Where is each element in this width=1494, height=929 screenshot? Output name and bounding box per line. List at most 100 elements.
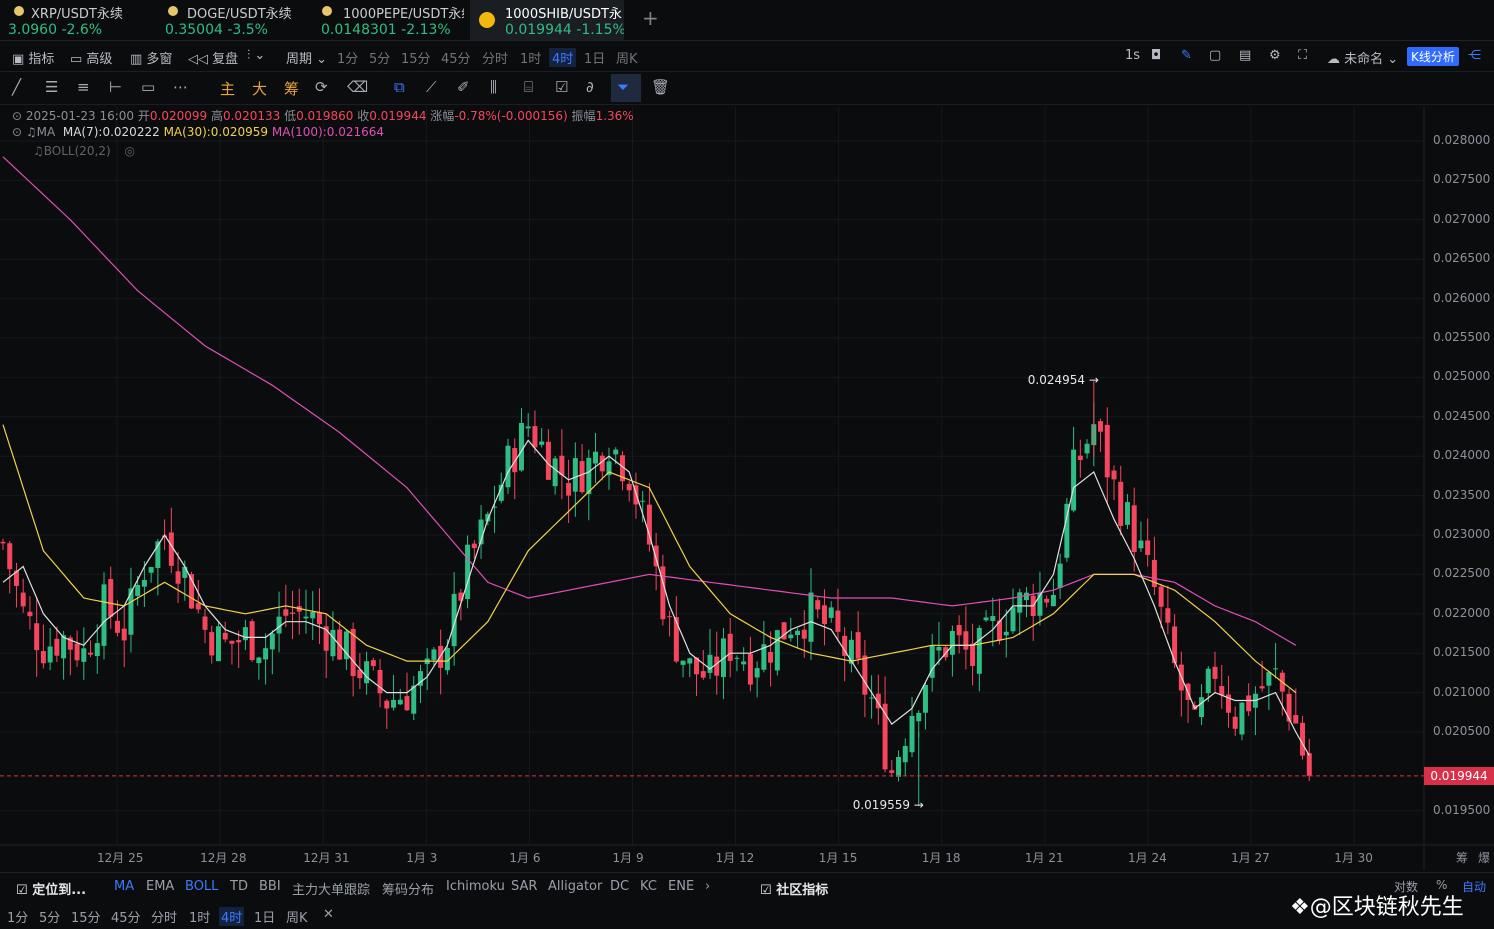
select-icon[interactable]: ⧉ xyxy=(394,78,405,96)
ind-kc[interactable]: KC xyxy=(640,879,657,894)
tab-xrp[interactable]: XRP/USDT永续 3.0960 -2.6% xyxy=(0,0,150,40)
pencil-icon[interactable]: ✎ xyxy=(1181,48,1192,63)
edit-icon[interactable]: ☑ xyxy=(555,78,569,96)
tab-pepe[interactable]: 1000PEPE/USDT永续 0.0148301 -2.13% xyxy=(314,0,464,40)
fullscreen-icon[interactable]: ⛶ xyxy=(1298,48,1308,63)
ind-big-order[interactable]: 主力大单跟踪 xyxy=(292,883,371,898)
interval-1h[interactable]: 1时 xyxy=(520,52,542,67)
bell-icon[interactable]: ♫ xyxy=(33,144,44,158)
interval-timeshare[interactable]: 分时 xyxy=(482,52,509,67)
ind-ema[interactable]: EMA xyxy=(146,879,175,894)
cloud-save-button[interactable]: ☁ 未命名 ⌄ xyxy=(1327,52,1399,67)
trendline-icon[interactable]: ╱ xyxy=(12,78,22,96)
y-tick-label: 0.025000 xyxy=(1433,369,1491,384)
x-tick-label: 1月 12 xyxy=(715,851,755,865)
ind-ma[interactable]: MA xyxy=(114,879,135,894)
collapse-icon[interactable]: ⊙ xyxy=(12,125,23,139)
more-tools-icon[interactable]: ⋯ xyxy=(173,78,188,96)
horizontal-line-icon[interactable]: ⊢ xyxy=(109,78,123,96)
indicator-button[interactable]: ▣ 指标 xyxy=(12,52,55,67)
interval-week[interactable]: 周K xyxy=(616,52,638,67)
chart-type-button[interactable]: ⫶ ⌄ xyxy=(247,48,266,63)
collapse-icon[interactable]: ⊙ xyxy=(12,109,23,123)
candle-body xyxy=(949,630,955,655)
close-icon[interactable]: ✕ xyxy=(323,907,334,922)
lock-icon[interactable]: ⌸ xyxy=(524,78,534,96)
burst-toggle[interactable]: 爆 xyxy=(1478,851,1491,865)
ind-alligator[interactable]: Alligator xyxy=(548,879,603,894)
interval-4h[interactable]: 4时 xyxy=(549,48,577,67)
chips-tool[interactable]: 筹 xyxy=(284,80,300,98)
b-interval-45m[interactable]: 45分 xyxy=(111,911,141,926)
ind-sar[interactable]: SAR xyxy=(511,879,538,894)
brush-icon[interactable]: ✐ xyxy=(457,78,470,96)
y-tick-label: 0.026000 xyxy=(1433,290,1491,305)
b-interval-week[interactable]: 周K xyxy=(286,911,308,926)
rectangle-icon[interactable]: ▭ xyxy=(141,78,156,96)
interval-1d[interactable]: 1日 xyxy=(584,52,606,67)
share-icon[interactable]: ⋲ xyxy=(1468,48,1481,63)
channel-icon[interactable]: ≡ xyxy=(77,78,90,96)
ind-chips[interactable]: 筹码分布 xyxy=(382,883,435,898)
b-interval-1d[interactable]: 1日 xyxy=(254,911,276,926)
filter-icon[interactable]: ⏷ xyxy=(617,78,630,96)
parallel-lines-icon[interactable]: ☰ xyxy=(45,78,59,96)
percent-toggle[interactable]: % xyxy=(1436,878,1448,892)
replay-button[interactable]: ◁◁ 复盘 xyxy=(188,52,239,67)
big-order-tool[interactable]: 大 xyxy=(252,80,268,98)
refresh-rate[interactable]: 1s xyxy=(1125,48,1141,63)
interval-15m[interactable]: 15分 xyxy=(401,52,431,67)
b-interval-1m[interactable]: 1分 xyxy=(7,911,29,926)
advanced-button[interactable]: ▭ 高级 xyxy=(70,52,113,67)
settings-icon[interactable]: ⚙ xyxy=(1269,48,1281,63)
b-interval-1h[interactable]: 1时 xyxy=(189,911,211,926)
kline-analysis-button[interactable]: K线分析 xyxy=(1407,47,1459,66)
interval-5m[interactable]: 5分 xyxy=(369,52,391,67)
b-interval-15m[interactable]: 15分 xyxy=(71,911,101,926)
candle-body xyxy=(983,617,989,621)
interval-1m[interactable]: 1分 xyxy=(337,52,359,67)
locate-button[interactable]: ☑ 定位到... xyxy=(16,883,87,898)
candles-icon[interactable]: ⫼ xyxy=(490,78,497,96)
y-tick-label: 0.026500 xyxy=(1433,251,1491,266)
chevron-right-icon[interactable]: › xyxy=(705,879,711,894)
bell-icon[interactable]: ♫ xyxy=(25,125,37,139)
comment-icon[interactable]: ▢ xyxy=(1209,48,1222,63)
b-interval-5m[interactable]: 5分 xyxy=(39,911,61,926)
trash-icon[interactable]: 🗑 xyxy=(651,78,671,96)
candle-body xyxy=(444,648,450,671)
ind-td[interactable]: TD xyxy=(230,879,248,894)
multi-window-button[interactable]: ▥ 多窗 xyxy=(130,52,173,67)
main-chart-tool[interactable]: 主 xyxy=(220,80,236,98)
add-tab-icon[interactable]: + xyxy=(642,6,659,30)
magnet-icon[interactable]: ∂ xyxy=(586,78,594,96)
community-indicators[interactable]: ☑ 社区指标 xyxy=(760,883,829,898)
tab-doge[interactable]: DOGE/USDT永续 0.35004 -3.5% xyxy=(158,0,308,40)
candle-body xyxy=(195,603,201,610)
chips-toggle[interactable]: 筹 xyxy=(1456,851,1469,865)
tab-shib[interactable]: 1000SHIB/USDT永 0.019944 -1.15% xyxy=(470,0,624,40)
period-button[interactable]: 周期 ⌄ xyxy=(286,52,328,67)
log-scale-toggle[interactable]: 对数 xyxy=(1394,880,1419,894)
sync-icon[interactable]: ⟳ xyxy=(315,78,328,96)
camera-icon[interactable]: ◘ xyxy=(1151,48,1162,63)
selected-tool-highlight xyxy=(611,74,641,102)
candle-body xyxy=(256,657,262,664)
b-interval-4h[interactable]: 4时 xyxy=(219,907,245,926)
hidden-eye-icon[interactable]: ◎ xyxy=(124,144,135,158)
ind-ene[interactable]: ENE xyxy=(668,879,695,894)
candle-body xyxy=(1050,594,1056,607)
ruler-icon[interactable]: ⟋ xyxy=(426,78,437,96)
interval-45m[interactable]: 45分 xyxy=(441,52,471,67)
layout-icon[interactable]: ▤ xyxy=(1239,48,1252,63)
coin-icon xyxy=(322,6,332,16)
ind-ichimoku[interactable]: Ichimoku xyxy=(446,879,505,894)
erase-icon[interactable]: ⌫ xyxy=(347,78,369,96)
auto-scale-toggle[interactable]: 自动 xyxy=(1462,880,1487,894)
ind-bbi[interactable]: BBI xyxy=(259,879,281,894)
ind-boll[interactable]: BOLL xyxy=(185,879,219,894)
b-interval-timeshare[interactable]: 分时 xyxy=(151,911,178,926)
candle-body xyxy=(922,684,928,713)
ind-dc[interactable]: DC xyxy=(610,879,630,894)
